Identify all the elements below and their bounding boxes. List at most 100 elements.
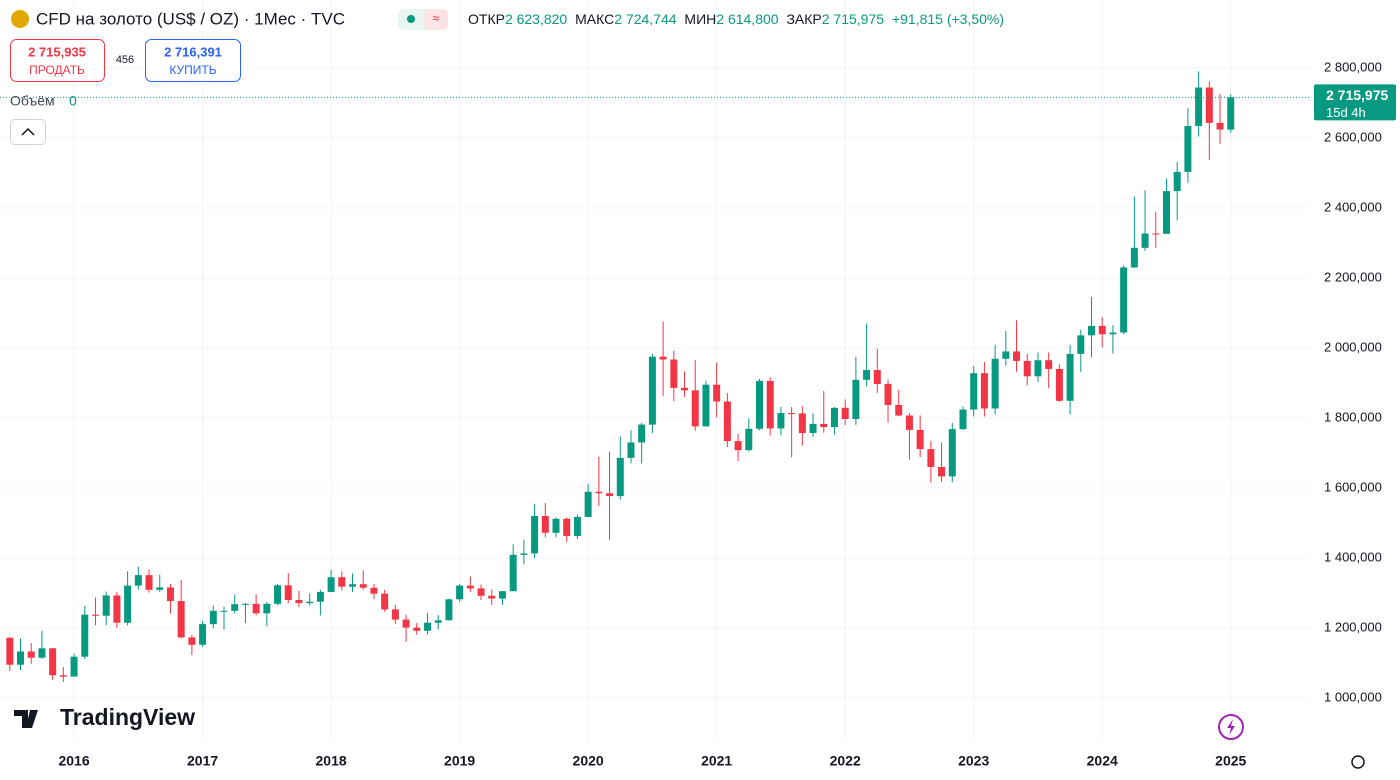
candle-body	[156, 587, 164, 590]
candle-body	[413, 627, 421, 631]
x-tick-label: 2018	[316, 753, 347, 769]
x-tick-label: 2023	[958, 753, 989, 769]
candle-body	[295, 599, 303, 604]
candle-body	[938, 466, 946, 477]
sell-price: 2 715,935	[28, 44, 86, 59]
buy-price: 2 716,391	[164, 44, 222, 59]
candle-body	[477, 588, 485, 596]
buy-button[interactable]	[145, 39, 241, 82]
volume-label: Объём	[10, 93, 55, 109]
candle-body	[820, 423, 828, 428]
y-tick-label: 2 000,000	[1324, 339, 1382, 354]
candle-body	[274, 585, 282, 604]
candle-body	[1066, 353, 1074, 401]
candle-body	[991, 358, 999, 409]
candle-body	[338, 577, 346, 587]
candle-body	[1195, 87, 1203, 127]
candle-body	[552, 518, 560, 533]
candle-body	[659, 356, 667, 360]
candle-body	[498, 591, 506, 599]
candle-body	[113, 595, 121, 623]
ohlc-value: 2 724,744	[614, 11, 676, 27]
candle-body	[316, 591, 324, 602]
candle-body	[17, 651, 25, 665]
candle-body	[27, 651, 35, 658]
candle-body	[1227, 97, 1235, 130]
candle-body	[199, 624, 207, 645]
candle-body	[166, 587, 174, 602]
candle-body	[188, 637, 196, 645]
candle-body	[841, 407, 849, 420]
candle-body	[6, 637, 14, 665]
candle-body	[1173, 171, 1181, 192]
candle-body	[606, 493, 614, 497]
candle-body	[370, 587, 378, 594]
price-axis	[1310, 0, 1400, 780]
sell-button[interactable]	[10, 39, 105, 82]
candle-body	[798, 413, 806, 434]
ohlc-label: ЗАКР	[786, 11, 821, 27]
candle-body	[1077, 335, 1085, 354]
candle-body	[745, 428, 753, 451]
candle-body	[466, 585, 474, 589]
settings-icon[interactable]	[1351, 755, 1365, 769]
candle-body	[1120, 267, 1128, 333]
y-tick-label: 2 400,000	[1324, 199, 1382, 214]
candle-body	[391, 609, 399, 620]
candle-body	[284, 585, 292, 600]
candle-body	[38, 648, 46, 658]
y-tick-label: 1 600,000	[1324, 479, 1382, 494]
candle-body	[134, 575, 142, 586]
y-tick-label: 2 600,000	[1324, 129, 1382, 144]
candle-body	[456, 585, 464, 600]
candle-body	[809, 423, 817, 434]
candle-body	[531, 515, 539, 554]
x-tick-label: 2024	[1087, 753, 1118, 769]
candle-body	[638, 424, 646, 443]
candle-body	[434, 620, 442, 623]
ohlc-label: МИН	[684, 11, 716, 27]
x-tick-label: 2025	[1215, 753, 1246, 769]
candle-body	[884, 384, 892, 406]
candle-body	[1130, 247, 1138, 268]
candle-body	[723, 401, 731, 442]
ohlc-value: 2 715,975	[822, 11, 884, 27]
candle-body	[349, 584, 357, 587]
event-icon[interactable]	[1218, 714, 1244, 740]
candle-body	[124, 585, 132, 623]
candle-body	[241, 603, 249, 605]
symbol-icon	[11, 10, 29, 28]
candle-body	[702, 384, 710, 427]
candle-body	[563, 518, 571, 536]
candle-body	[777, 413, 785, 429]
candle-body	[691, 390, 699, 427]
collapse-icon	[21, 127, 35, 136]
candle-body	[970, 373, 978, 410]
candle-body	[145, 575, 153, 590]
candle-body	[1205, 87, 1213, 123]
logo-icon	[14, 710, 38, 728]
candle-body	[1109, 332, 1117, 335]
status-icon: ≈	[432, 10, 439, 25]
y-tick-label: 2 800,000	[1324, 59, 1382, 74]
ohlc-label: МАКС	[575, 11, 614, 27]
candle-body	[895, 405, 903, 416]
candle-body	[220, 610, 228, 612]
ohlc-label: ОТКР	[468, 11, 505, 27]
candle-body	[70, 656, 78, 677]
sell-label: ПРОДАТЬ	[29, 63, 85, 77]
candle-body	[713, 384, 721, 402]
status-dot	[407, 15, 415, 23]
y-tick-label: 1 400,000	[1324, 549, 1382, 564]
candle-body	[1002, 351, 1010, 359]
x-tick-label: 2021	[701, 753, 732, 769]
ohlc-value: 2 614,800	[716, 11, 778, 27]
candle-body	[327, 577, 335, 592]
spread: 456	[116, 54, 134, 66]
collapse-button[interactable]	[10, 119, 46, 145]
candle-body	[627, 442, 635, 458]
candle-body	[830, 407, 838, 428]
countdown: 15d 4h	[1326, 105, 1366, 120]
candle-body	[1162, 191, 1170, 234]
